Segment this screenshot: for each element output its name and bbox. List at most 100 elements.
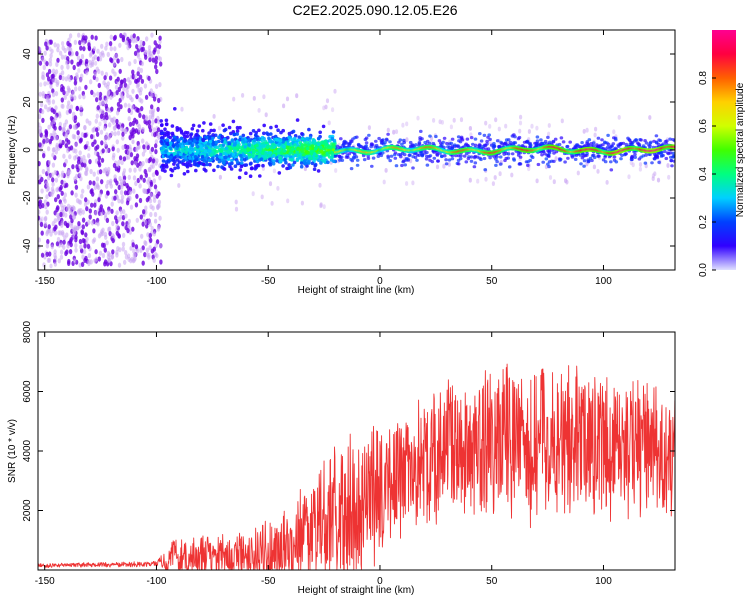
spectrogram-point: [80, 193, 84, 199]
spectrogram-point: [122, 209, 126, 215]
colorbar-tick-label: 0.4: [698, 167, 709, 181]
spectrogram-point: [60, 54, 65, 60]
spectrogram-point: [172, 135, 177, 139]
spectrogram-point: [447, 162, 451, 167]
spectrogram-point: [140, 78, 145, 84]
spectrogram-point: [69, 145, 74, 151]
spectrogram-point: [80, 73, 84, 79]
spectrogram-point: [349, 157, 353, 161]
spectrogram-point: [77, 156, 81, 162]
x-tick-label: -150: [35, 576, 55, 587]
spectrogram-point: [282, 149, 287, 153]
spectrogram-point: [261, 148, 266, 152]
spectrogram-point: [132, 175, 137, 181]
spectrogram-point: [95, 131, 100, 137]
spectrogram-point: [230, 158, 234, 163]
spectrogram-point: [123, 102, 128, 108]
spectrogram-point: [54, 105, 58, 111]
spectrogram-point: [536, 142, 540, 146]
spectrogram-point: [63, 212, 68, 218]
spectrogram-point: [79, 105, 83, 111]
spectrogram-x-label: Height of straight line (km): [298, 285, 415, 296]
spectrogram-point: [88, 214, 92, 220]
spectrogram-point: [107, 226, 112, 232]
spectrogram-point: [79, 45, 83, 51]
spectrogram-point: [132, 33, 136, 39]
spectrogram-point: [51, 177, 55, 183]
spectrogram-point: [205, 162, 209, 167]
spectrogram-point: [58, 139, 63, 145]
spectrogram-point: [223, 137, 227, 142]
spectrogram-point: [134, 244, 139, 250]
spectrogram-point: [306, 146, 310, 151]
spectrogram-point: [115, 180, 119, 186]
spectrogram-point: [101, 148, 105, 154]
spectrogram-point: [239, 153, 243, 158]
spectrogram-point: [149, 211, 153, 218]
spectrogram-point: [154, 218, 158, 224]
spectrogram-point: [473, 143, 478, 147]
spectrogram-point: [113, 131, 117, 137]
spectrogram-point: [132, 188, 136, 194]
spectrogram-point: [393, 156, 398, 160]
spectrogram-point: [78, 77, 83, 83]
spectrogram-point: [263, 154, 268, 159]
spectrogram-point: [319, 161, 323, 165]
spectrogram-point: [499, 162, 503, 166]
spectrogram-point: [47, 175, 51, 181]
spectrogram-point: [492, 144, 496, 148]
spectrogram-point: [67, 74, 71, 80]
spectrogram-point: [115, 223, 119, 229]
spectrogram-point: [235, 160, 240, 164]
spectrogram-point: [248, 131, 253, 136]
spectrogram-point: [51, 162, 56, 168]
spectrogram-point: [217, 125, 222, 131]
spectrogram-point: [49, 122, 54, 128]
spectrogram-point: [58, 186, 62, 192]
spectrogram-point: [128, 135, 132, 141]
spectrogram-point: [120, 56, 124, 63]
spectrogram-point: [122, 156, 127, 162]
spectrogram-point: [148, 198, 153, 204]
spectrogram-point: [287, 131, 292, 136]
spectrogram-point: [132, 129, 137, 135]
spectrogram-point: [498, 171, 502, 177]
spectrogram-point: [58, 121, 62, 127]
spectrogram-point: [232, 132, 236, 137]
spectrogram-point: [242, 139, 246, 144]
spectrogram-point: [104, 167, 108, 173]
spectrogram-point: [428, 154, 433, 158]
spectrogram-point: [670, 164, 674, 168]
spectrogram-point: [507, 165, 512, 169]
spectrogram-point: [90, 220, 95, 226]
spectrogram-point: [277, 171, 282, 175]
spectrogram-point: [215, 157, 219, 161]
spectrogram-point: [191, 123, 196, 128]
spectrogram-point: [262, 94, 266, 100]
spectrogram-point: [394, 164, 399, 168]
spectrogram-point: [160, 131, 165, 136]
spectrogram-point: [173, 151, 177, 156]
spectrogram-point: [282, 103, 286, 109]
spectrogram-point: [133, 50, 138, 57]
spectrogram-point: [657, 160, 661, 164]
spectrogram-point: [81, 209, 86, 215]
spectrogram-point: [175, 158, 180, 162]
spectrogram-point: [668, 137, 672, 141]
spectrogram-point: [313, 162, 318, 167]
spectrogram-point: [60, 190, 64, 196]
spectrogram-point: [158, 82, 162, 88]
spectrogram-point: [232, 142, 237, 147]
spectrogram-point: [74, 247, 78, 253]
spectrogram-point: [86, 184, 91, 190]
spectrogram-point: [133, 160, 138, 166]
spectrogram-point: [148, 156, 153, 162]
spectrogram-point: [452, 143, 457, 147]
spectrogram-point: [155, 68, 159, 75]
spectrogram-point: [126, 228, 130, 234]
spectrogram-point: [63, 192, 67, 198]
spectrogram-point: [226, 157, 231, 161]
spectrogram-point: [186, 148, 190, 152]
spectrogram-point: [57, 230, 61, 236]
spectrogram-point: [56, 47, 60, 53]
